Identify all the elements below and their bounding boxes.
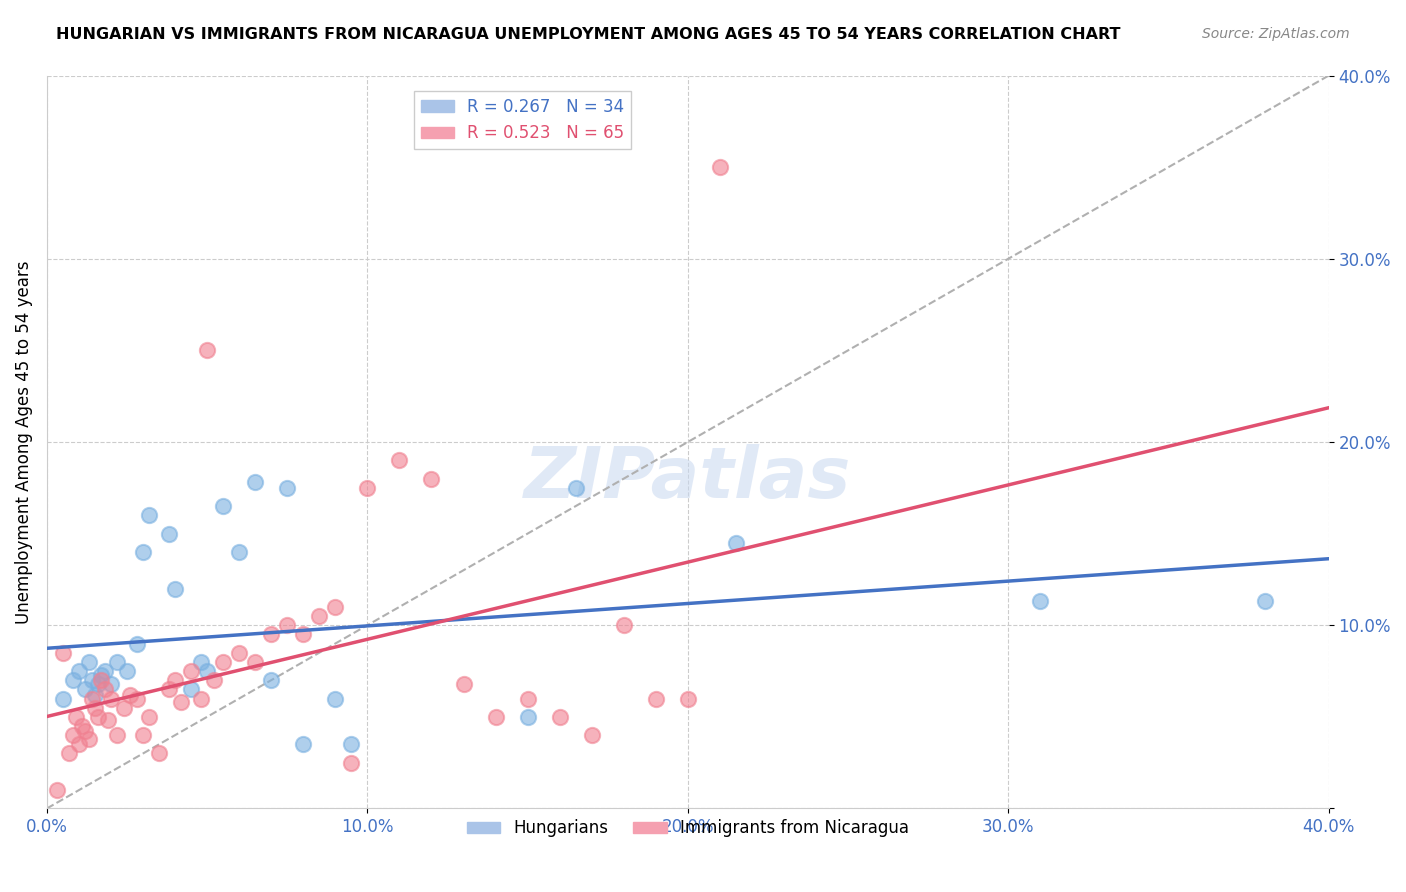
Point xyxy=(212,499,235,513)
Point xyxy=(195,343,218,358)
Point xyxy=(340,737,363,751)
Point xyxy=(115,664,138,678)
Point xyxy=(77,731,100,746)
Point xyxy=(165,582,187,596)
Point xyxy=(125,691,148,706)
Point xyxy=(90,667,112,681)
Point xyxy=(45,783,67,797)
Point xyxy=(195,664,218,678)
Point xyxy=(105,655,128,669)
Point xyxy=(323,599,346,614)
Point xyxy=(138,508,160,523)
Point xyxy=(120,688,142,702)
Point xyxy=(516,691,538,706)
Point xyxy=(202,673,225,688)
Point xyxy=(125,636,148,650)
Point xyxy=(87,677,110,691)
Text: Source: ZipAtlas.com: Source: ZipAtlas.com xyxy=(1202,27,1350,41)
Point xyxy=(90,673,112,688)
Point xyxy=(112,700,135,714)
Point xyxy=(132,728,155,742)
Point xyxy=(65,710,87,724)
Point xyxy=(709,160,731,174)
Point xyxy=(245,655,267,669)
Point xyxy=(613,618,636,632)
Point xyxy=(644,691,666,706)
Point xyxy=(212,655,235,669)
Point xyxy=(105,728,128,742)
Point xyxy=(93,664,115,678)
Point xyxy=(564,481,586,495)
Legend: Hungarians, Immigrants from Nicaragua: Hungarians, Immigrants from Nicaragua xyxy=(460,813,915,844)
Point xyxy=(581,728,603,742)
Point xyxy=(100,691,122,706)
Point xyxy=(180,682,202,697)
Point xyxy=(260,627,283,641)
Point xyxy=(165,673,187,688)
Point xyxy=(292,737,315,751)
Point xyxy=(62,728,84,742)
Point xyxy=(148,747,170,761)
Point xyxy=(75,724,97,739)
Point xyxy=(676,691,699,706)
Point xyxy=(84,700,107,714)
Point xyxy=(548,710,571,724)
Point xyxy=(1253,594,1275,608)
Point xyxy=(724,535,747,549)
Point xyxy=(132,545,155,559)
Point xyxy=(87,710,110,724)
Point xyxy=(67,737,90,751)
Point xyxy=(93,682,115,697)
Point xyxy=(228,545,250,559)
Point xyxy=(157,526,180,541)
Point xyxy=(276,618,298,632)
Point xyxy=(70,719,93,733)
Point xyxy=(308,609,330,624)
Point xyxy=(276,481,298,495)
Point xyxy=(75,682,97,697)
Point xyxy=(388,453,411,467)
Point xyxy=(190,691,212,706)
Point xyxy=(516,710,538,724)
Point xyxy=(77,655,100,669)
Point xyxy=(340,756,363,770)
Point xyxy=(100,677,122,691)
Point xyxy=(52,691,75,706)
Point xyxy=(228,646,250,660)
Point xyxy=(356,481,378,495)
Point xyxy=(62,673,84,688)
Point xyxy=(484,710,506,724)
Point xyxy=(245,475,267,490)
Point xyxy=(97,714,120,728)
Point xyxy=(138,710,160,724)
Point xyxy=(292,627,315,641)
Point xyxy=(67,664,90,678)
Point xyxy=(157,682,180,697)
Point xyxy=(170,695,193,709)
Text: ZIPatlas: ZIPatlas xyxy=(524,444,852,513)
Text: HUNGARIAN VS IMMIGRANTS FROM NICARAGUA UNEMPLOYMENT AMONG AGES 45 TO 54 YEARS CO: HUNGARIAN VS IMMIGRANTS FROM NICARAGUA U… xyxy=(56,27,1121,42)
Point xyxy=(180,664,202,678)
Point xyxy=(190,655,212,669)
Point xyxy=(80,691,103,706)
Point xyxy=(58,747,80,761)
Point xyxy=(323,691,346,706)
Point xyxy=(1029,594,1052,608)
Point xyxy=(52,646,75,660)
Y-axis label: Unemployment Among Ages 45 to 54 years: Unemployment Among Ages 45 to 54 years xyxy=(15,260,32,624)
Point xyxy=(260,673,283,688)
Point xyxy=(453,677,475,691)
Point xyxy=(84,688,107,702)
Point xyxy=(80,673,103,688)
Point xyxy=(420,472,443,486)
